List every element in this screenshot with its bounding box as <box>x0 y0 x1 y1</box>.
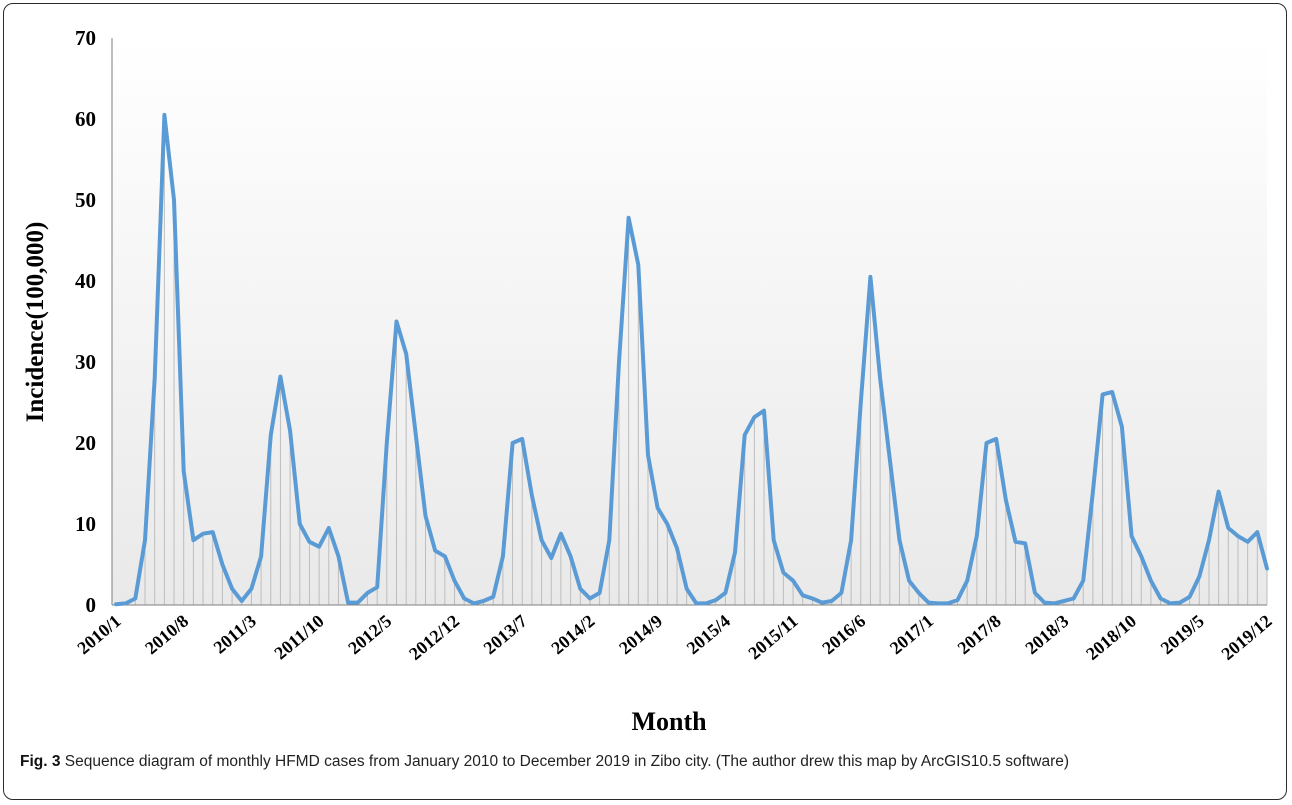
drop-lines <box>115 114 1268 605</box>
y-axis-title: Incidence(100,000) <box>22 222 49 423</box>
x-tick-label: 2015/11 <box>744 611 801 664</box>
x-tick-label: 2018/3 <box>1021 611 1072 658</box>
x-tick-label: 2019/12 <box>1218 611 1276 664</box>
x-tick-labels: 2010/1 2010/8 2011/3 2011/10 2012/5 2012/12 20… <box>73 611 1275 664</box>
x-tick-label: 2012/5 <box>344 611 395 658</box>
incidence-line <box>114 112 1269 607</box>
x-tick-label: 2016/6 <box>818 611 869 658</box>
y-tick-label: 20 <box>75 431 96 455</box>
x-tick-label: 2013/7 <box>480 611 531 658</box>
figure-caption: Fig. 3 Sequence diagram of monthly HFMD … <box>20 751 1265 773</box>
y-tick-label: 40 <box>75 269 96 293</box>
y-tick-label: 30 <box>75 350 96 374</box>
x-tick-label: 2019/5 <box>1157 611 1208 658</box>
y-tick-label: 0 <box>86 593 97 617</box>
y-tick-label: 60 <box>75 107 96 131</box>
x-tick-label: 2014/2 <box>547 611 598 658</box>
x-tick-label: 2010/8 <box>141 611 192 658</box>
x-axis-title: Month <box>631 707 707 736</box>
x-tick-label: 2015/4 <box>683 611 734 658</box>
x-tick-label: 2017/1 <box>886 611 937 658</box>
x-tick-label: 2018/10 <box>1082 611 1140 664</box>
figure-caption-text: Sequence diagram of monthly HFMD cases f… <box>60 753 1070 770</box>
x-tick-label: 2010/1 <box>73 611 124 658</box>
x-tick-label: 2012/12 <box>405 611 463 664</box>
y-tick-label: 50 <box>75 188 96 212</box>
y-tick-label: 10 <box>75 512 96 536</box>
x-tick-label: 2011/10 <box>270 611 327 664</box>
figure-label: Fig. 3 <box>20 753 61 770</box>
x-tick-label: 2011/3 <box>210 611 260 658</box>
x-tick-label: 2014/9 <box>615 611 666 658</box>
y-tick-label: 70 <box>75 26 96 50</box>
plot-area <box>112 38 1267 605</box>
x-tick-label: 2017/8 <box>954 611 1005 658</box>
y-tick-labels: 0 10 20 30 40 50 60 70 <box>75 26 96 617</box>
